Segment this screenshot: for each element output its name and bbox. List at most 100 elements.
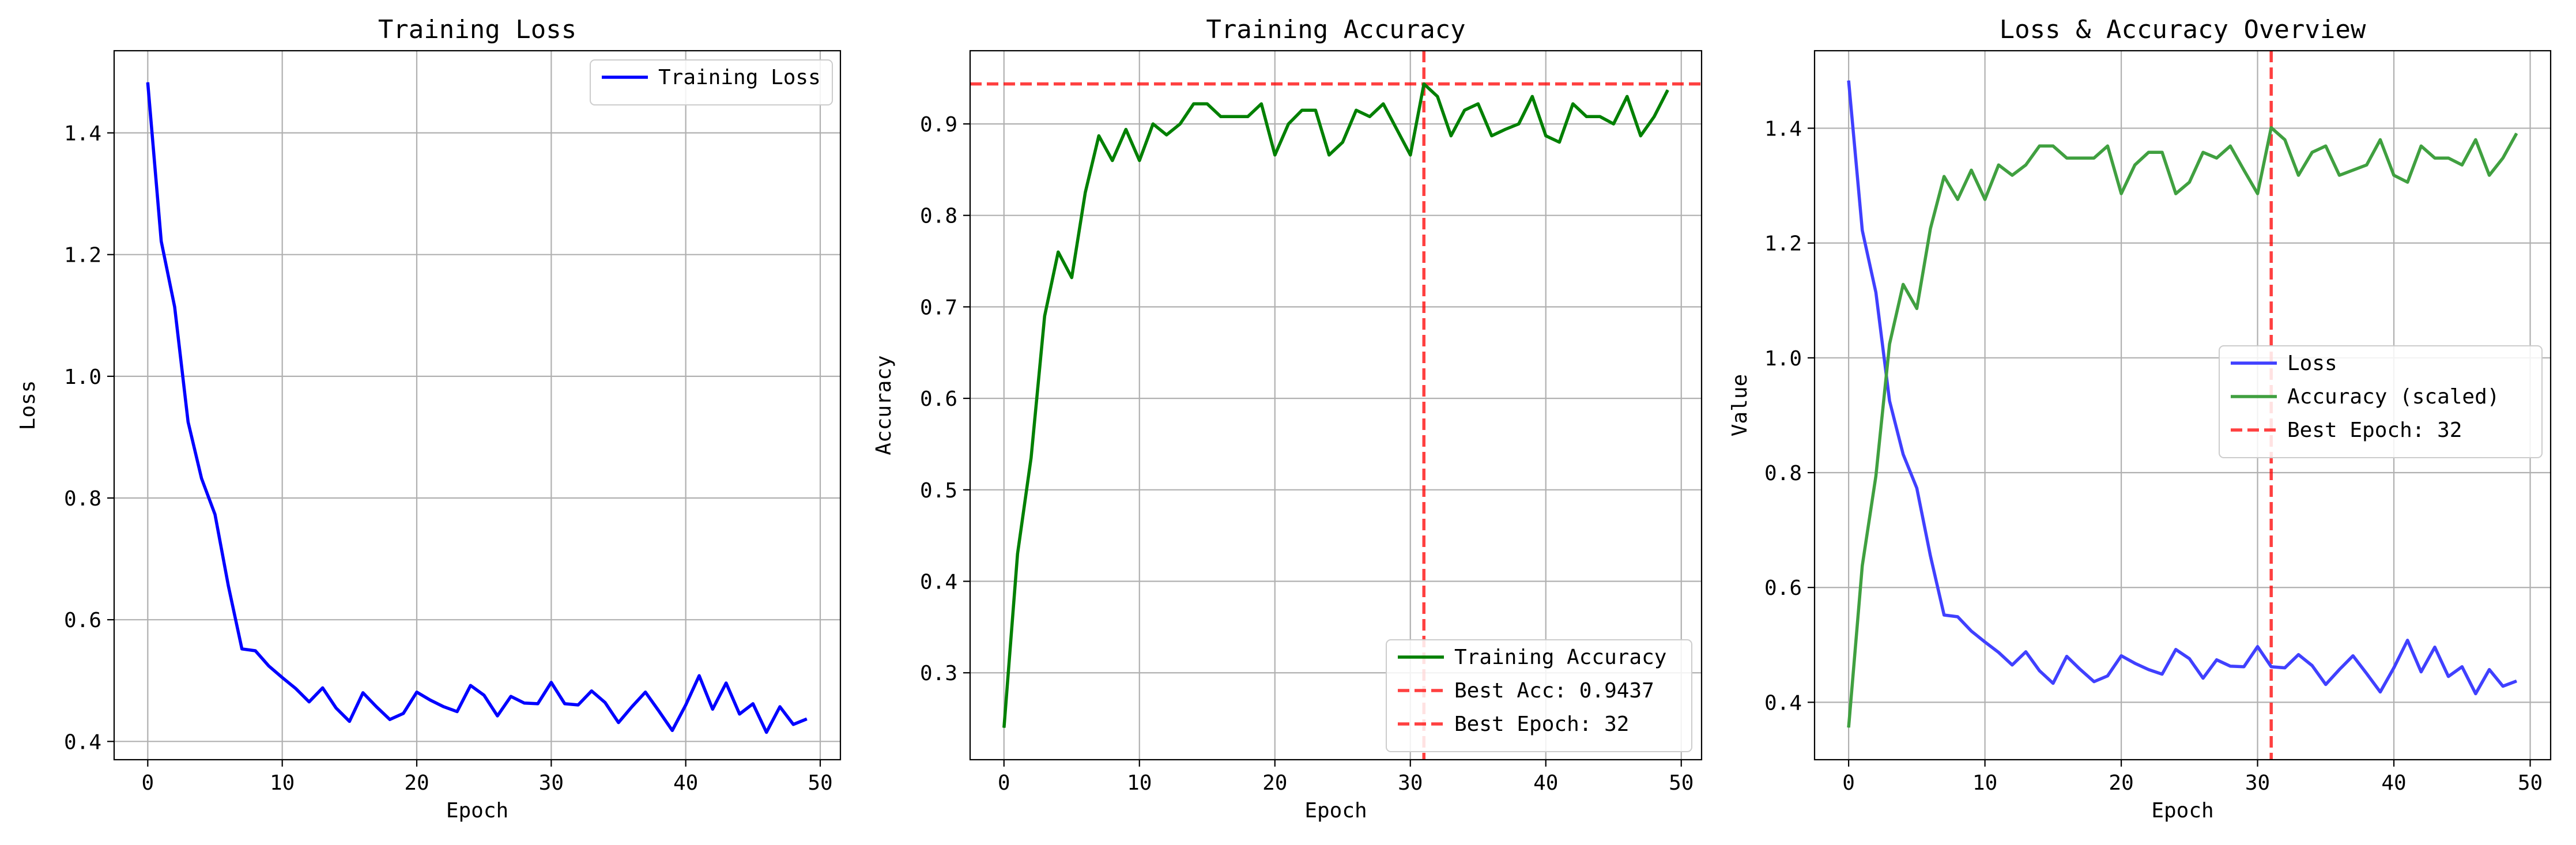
data-point	[1139, 160, 1140, 161]
data-point	[2121, 193, 2122, 194]
data-point	[1518, 123, 1519, 125]
x-tick-label: 50	[808, 771, 832, 795]
data-point	[2243, 169, 2245, 171]
data-point	[1166, 134, 1167, 135]
data-point	[1491, 135, 1492, 137]
legend: Loss Accuracy (scaled) Best Epoch: 32	[2219, 345, 2543, 458]
training-loss-panel: 0 10 20 30 40 50 0.4 0.6 0.8 1.0 1.2 1.4 Training Lo…	[16, 15, 842, 823]
y-axis-label: Accuracy	[872, 355, 896, 455]
chart-title: Training Loss	[378, 15, 576, 44]
legend-label: Best Epoch: 32	[1454, 712, 1629, 736]
data-point	[2393, 175, 2394, 176]
x-tick-label: 50	[2518, 771, 2543, 795]
data-point	[685, 704, 687, 706]
data-point	[672, 730, 673, 731]
training-accuracy-panel: 0 10 20 30 40 50 0.3 0.4 0.5 0.6 0.7 0.8 0.9 Training…	[872, 15, 1703, 823]
training-accuracy-points	[1004, 84, 1668, 729]
data-point	[308, 701, 310, 703]
data-point	[2516, 133, 2517, 134]
data-point	[2080, 669, 2081, 670]
data-point	[2434, 157, 2435, 159]
data-point	[2121, 655, 2122, 657]
legend-label: Best Acc: 0.9437	[1454, 679, 1654, 703]
y-tick-label: 1.2	[64, 244, 101, 267]
y-tick-label: 0.6	[920, 387, 957, 411]
data-point	[2379, 139, 2381, 140]
data-point	[766, 731, 767, 733]
y-axis-label: Value	[1728, 374, 1752, 436]
data-point	[712, 708, 713, 710]
y-tick-label: 0.7	[920, 296, 957, 319]
legend-label: Best Epoch: 32	[2287, 418, 2462, 442]
data-point	[1464, 110, 1465, 111]
x-tick-label: 40	[673, 771, 698, 795]
data-point	[2339, 669, 2340, 670]
y-tick-label: 0.3	[920, 662, 957, 685]
x-tick-label: 50	[1669, 771, 1694, 795]
data-point	[1017, 553, 1018, 554]
data-point	[1315, 110, 1316, 111]
data-point	[2270, 127, 2272, 129]
legend-box	[2219, 345, 2543, 458]
y-tick-label: 1.0	[64, 365, 101, 389]
data-point	[2298, 654, 2299, 655]
data-point	[2257, 193, 2258, 194]
x-tick-label: 30	[1398, 771, 1423, 795]
data-point	[2066, 157, 2068, 159]
data-point	[793, 724, 794, 725]
data-point	[1504, 129, 1506, 130]
data-point	[2448, 676, 2449, 677]
data-point	[1640, 135, 1641, 137]
data-point	[349, 720, 350, 722]
chart-title: Training Accuracy	[1206, 15, 1465, 44]
data-point	[2216, 659, 2217, 661]
data-point	[2284, 667, 2285, 669]
data-point	[2489, 669, 2490, 670]
data-point	[2475, 693, 2476, 695]
data-point	[2366, 673, 2367, 674]
axes-frame	[113, 50, 842, 761]
x-tick-label: 10	[1127, 771, 1152, 795]
data-point	[2202, 152, 2204, 153]
x-tick-label: 10	[270, 771, 295, 795]
data-point	[2189, 182, 2190, 183]
data-point	[2080, 157, 2081, 159]
x-tick-label: 0	[1842, 771, 1855, 795]
y-tick-label: 0.6	[64, 609, 101, 632]
data-point	[470, 685, 471, 686]
data-point	[1545, 135, 1547, 137]
data-point	[2284, 139, 2285, 140]
data-point	[1247, 116, 1249, 117]
axes-frame	[1813, 50, 2552, 761]
y-tick-label: 0.4	[64, 730, 101, 754]
data-point	[2216, 157, 2217, 159]
x-axis-label: Epoch	[2151, 799, 2213, 823]
legend: Training Accuracy Best Acc: 0.9437 Best Ep…	[1386, 639, 1692, 752]
data-point	[2175, 193, 2177, 194]
x-axis-label: Epoch	[446, 799, 508, 823]
x-tick-label: 40	[1533, 771, 1558, 795]
data-point	[214, 514, 216, 515]
legend-box	[590, 59, 833, 105]
data-point	[2475, 139, 2476, 140]
data-point	[564, 703, 565, 704]
data-point	[295, 688, 296, 689]
data-point	[2352, 169, 2354, 171]
y-tick-label: 1.0	[1764, 347, 1802, 371]
data-point	[2175, 649, 2177, 650]
data-point	[201, 478, 202, 479]
y-tick-label: 1.4	[64, 122, 101, 146]
x-tick-label: 10	[1972, 771, 1997, 795]
data-point	[1288, 123, 1289, 125]
y-tick-label: 0.9	[920, 113, 957, 137]
data-point	[2148, 669, 2149, 670]
y-tick-label: 0.8	[64, 487, 101, 511]
loss-line	[1847, 80, 2517, 696]
data-point	[2270, 666, 2272, 667]
y-tick-label: 1.4	[1764, 117, 1802, 141]
data-point	[2407, 182, 2408, 183]
data-point	[2339, 175, 2340, 176]
legend-label: Accuracy (scaled)	[2287, 385, 2499, 409]
y-tick-label: 0.5	[920, 479, 957, 503]
